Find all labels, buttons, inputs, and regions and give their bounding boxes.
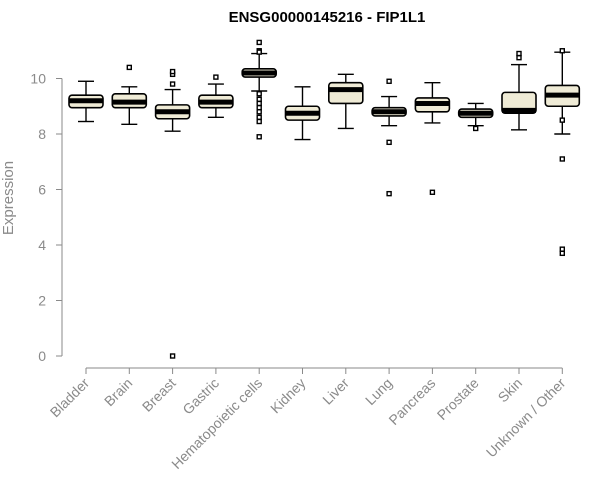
outlier-point xyxy=(559,117,565,123)
box-brain xyxy=(111,64,148,125)
y-tick-label: 6 xyxy=(38,182,46,198)
outlier-point xyxy=(256,100,262,107)
outlier-point xyxy=(386,190,392,197)
x-tick-label: Brain xyxy=(101,375,135,409)
box-kidney xyxy=(284,86,321,141)
outlier-point xyxy=(559,246,565,252)
outlier-point xyxy=(256,104,262,111)
y-axis-label: Expression xyxy=(0,161,17,235)
box-liver xyxy=(327,73,364,130)
outlier-point xyxy=(169,81,176,87)
x-tick-label: Lung xyxy=(362,375,395,408)
box-gastric xyxy=(198,74,234,119)
outlier-point xyxy=(256,118,262,125)
x-tick-label: Skin xyxy=(495,375,526,406)
outlier-point xyxy=(256,39,262,46)
box-bladder xyxy=(68,80,104,123)
outlier-point xyxy=(256,114,262,121)
chart-title: ENSG00000145216 - FIP1L1 xyxy=(229,9,426,26)
outlier-point xyxy=(169,353,176,359)
box-pancreas xyxy=(414,81,451,195)
y-tick-label: 10 xyxy=(30,71,46,87)
outlier-point xyxy=(559,48,565,54)
box-unknown-other xyxy=(544,48,581,257)
outlier-point xyxy=(429,189,436,195)
y-tick-label: 2 xyxy=(38,293,46,309)
outlier-point xyxy=(386,78,392,84)
outlier-point xyxy=(169,68,176,75)
outlier-point xyxy=(386,139,392,146)
y-tick-label: 0 xyxy=(38,348,46,364)
outlier-point xyxy=(126,64,133,71)
outlier-point xyxy=(256,49,262,55)
box-skin xyxy=(501,50,537,131)
box-hematopoietic-cells xyxy=(241,39,277,140)
x-tick-label: Pancreas xyxy=(385,375,438,428)
outlier-point xyxy=(213,74,219,80)
y-tick-label: 4 xyxy=(38,237,46,253)
outlier-point xyxy=(256,91,262,97)
x-tick-label: Liver xyxy=(319,375,352,408)
x-tick-label: Gastric xyxy=(179,375,222,418)
outlier-point xyxy=(516,54,522,61)
box-lung xyxy=(371,78,407,197)
plot-area xyxy=(68,39,581,359)
box-breast xyxy=(154,68,191,359)
outlier-point xyxy=(516,50,522,57)
x-tick-label: Prostate xyxy=(434,375,482,423)
x-tick-label: Unknown / Other xyxy=(483,375,569,461)
y-tick-label: 8 xyxy=(38,126,46,142)
x-tick-label: Bladder xyxy=(47,375,93,421)
outlier-point xyxy=(256,96,262,103)
x-tick-label: Kidney xyxy=(267,375,309,417)
outlier-point xyxy=(559,156,565,162)
outlier-point xyxy=(473,125,479,132)
outlier-point xyxy=(559,250,565,257)
x-tick-label: Breast xyxy=(139,375,179,415)
box-prostate xyxy=(457,102,494,132)
outlier-point xyxy=(256,109,262,115)
box-body xyxy=(327,81,364,105)
y-axis: 0 2 4 6 8 10 xyxy=(30,71,63,364)
outlier-point xyxy=(256,134,262,140)
